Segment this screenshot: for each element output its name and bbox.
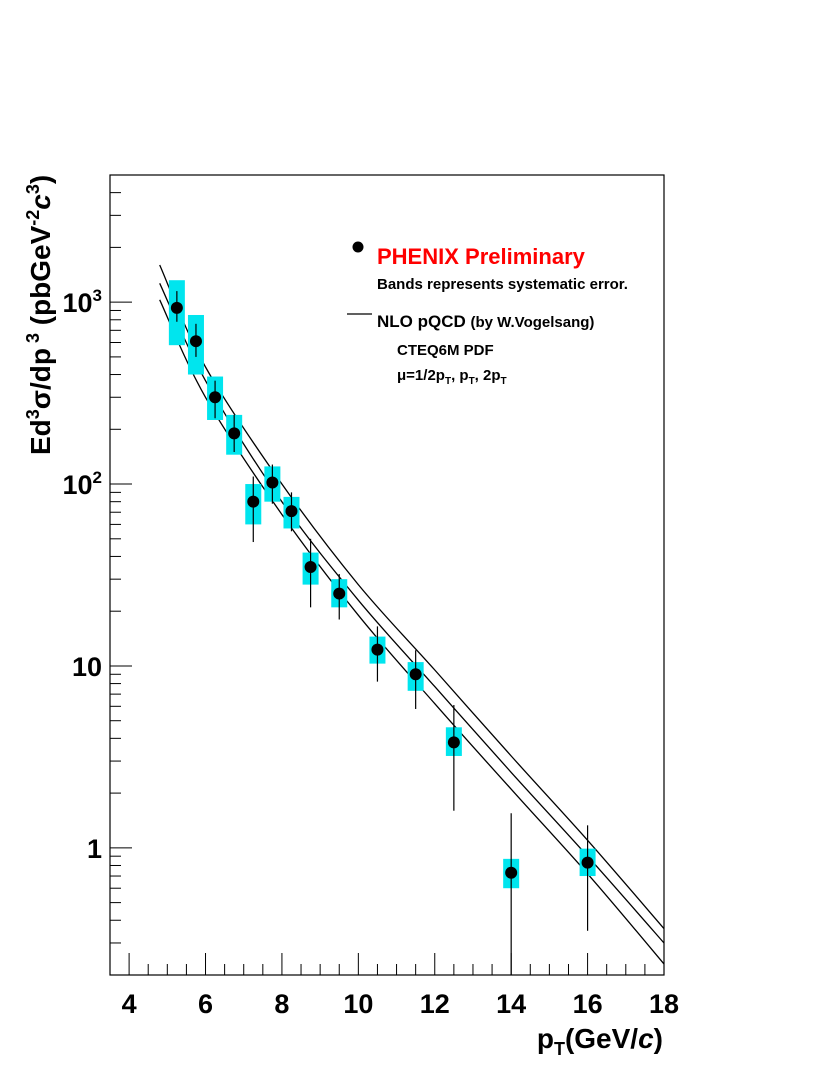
axis-ticks [110, 174, 665, 976]
legend-nlo-label: NLO pQCD (by W.Vogelsang) [377, 312, 594, 331]
y-tick-label: 1 [87, 834, 102, 864]
theory-curve [159, 264, 665, 930]
legend-marker [352, 241, 364, 253]
x-tick-label: 18 [649, 989, 679, 1019]
plot-frame [109, 174, 665, 976]
y-tick-label: 10 [72, 652, 102, 682]
legend-pdf: CTEQ6M PDF [397, 342, 494, 359]
x-tick-label: 14 [496, 989, 526, 1019]
data-point [170, 301, 183, 314]
data-point [228, 427, 241, 440]
data-point [505, 866, 518, 879]
x-axis-title: pT(GeV/c) [537, 1023, 663, 1059]
data-point [304, 560, 317, 573]
y-tick-label: 102 [62, 468, 102, 500]
x-tick-label: 16 [573, 989, 603, 1019]
legend-note: Bands represents systematic error. [377, 276, 628, 293]
data-point [447, 736, 460, 749]
x-tick-label: 4 [122, 989, 137, 1019]
data-point [333, 587, 346, 600]
x-tick-label: 12 [420, 989, 450, 1019]
data-point [409, 668, 422, 681]
x-tick-label: 6 [198, 989, 213, 1019]
data-point [581, 856, 594, 869]
data-point [209, 391, 222, 404]
systematic-bands [168, 280, 596, 889]
axis-tick-labels: 4 6 8 10 12 14 16 18 1 10 102 103 [62, 286, 679, 1019]
x-tick-label: 8 [274, 989, 289, 1019]
data-points [170, 301, 594, 879]
legend-scale: μ=1/2pT, pT, 2pT [397, 367, 507, 387]
legend: PHENIX Preliminary Bands represents syst… [347, 241, 628, 387]
stat-error-bars [176, 291, 589, 975]
data-point [285, 505, 298, 518]
y-axis-title: Ed3σ/dp 3 (pbGeV-2c3) [23, 175, 56, 455]
y-tick-label: 103 [62, 286, 102, 318]
data-point [371, 643, 384, 656]
legend-phenix-label: PHENIX Preliminary [377, 244, 586, 269]
x-tick-label: 10 [343, 989, 373, 1019]
data-point [189, 335, 202, 348]
data-point [266, 476, 279, 489]
data-point [247, 495, 260, 508]
